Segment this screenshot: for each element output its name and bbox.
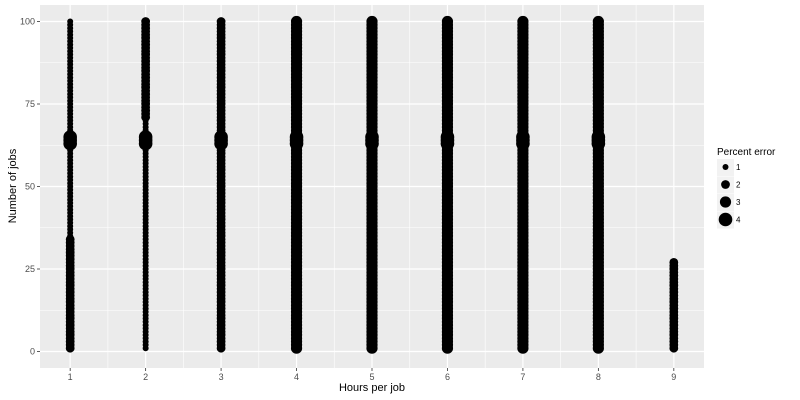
data-point	[216, 17, 226, 26]
data-point	[366, 15, 378, 28]
y-tick-label: 50	[25, 182, 35, 192]
data-point	[63, 130, 77, 144]
data-point	[516, 130, 530, 144]
data-point	[517, 15, 529, 28]
legend-key-point	[722, 164, 729, 170]
y-tick-label: 25	[25, 264, 35, 274]
x-tick-label: 9	[671, 372, 676, 382]
legend-keys: 1 2 3 4	[717, 159, 741, 229]
x-axis-title: Hours per job	[339, 382, 405, 394]
data-point	[214, 130, 228, 144]
data-points	[63, 15, 679, 354]
data-point	[289, 130, 304, 144]
x-tick-label: 2	[143, 372, 148, 382]
x-tick-label: 8	[596, 372, 601, 382]
data-point	[67, 18, 74, 25]
data-point	[441, 15, 454, 28]
y-axis-ticks: 0 25 50 75 100	[20, 17, 40, 357]
data-point	[440, 130, 455, 144]
legend-key-point	[721, 180, 730, 189]
y-tick-label: 75	[25, 99, 35, 109]
legend-title: Percent error	[717, 147, 776, 158]
data-point	[365, 130, 379, 144]
data-point	[138, 130, 153, 144]
legend-label: 1	[736, 163, 741, 172]
x-tick-label: 3	[219, 372, 224, 382]
legend-key-point	[718, 212, 733, 227]
legend-label: 4	[736, 216, 741, 225]
data-point	[592, 15, 604, 28]
x-tick-label: 5	[369, 372, 374, 382]
legend-label: 3	[736, 198, 741, 207]
x-tick-label: 6	[445, 372, 450, 382]
data-point	[141, 17, 151, 26]
legend: Percent error 1 2 3 4	[717, 147, 776, 229]
x-axis-ticks: 1 2 3 4 5 6 7 8 9	[68, 368, 676, 382]
data-point	[290, 15, 303, 28]
x-tick-label: 7	[520, 372, 525, 382]
y-tick-label: 0	[30, 347, 35, 357]
y-axis-title: Number of jobs	[7, 148, 19, 223]
x-tick-label: 4	[294, 372, 299, 382]
data-point	[591, 130, 606, 144]
legend-key-point	[719, 196, 732, 208]
data-point	[669, 258, 679, 267]
y-tick-label: 100	[20, 17, 35, 27]
x-tick-label: 1	[68, 372, 73, 382]
legend-label: 2	[736, 181, 741, 190]
